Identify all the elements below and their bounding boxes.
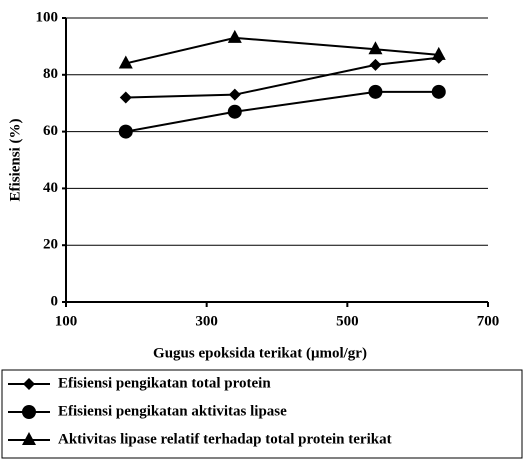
marker [368,41,383,55]
y-tick-label: 40 [43,180,58,196]
x-tick-label: 700 [477,313,500,329]
marker [118,55,133,69]
marker [119,91,132,104]
marker [368,84,383,99]
marker [227,29,242,43]
y-tick-label: 60 [43,123,58,139]
marker [22,432,36,445]
marker [22,405,36,419]
y-tick-label: 100 [36,9,59,25]
legend-label: Efisiensi pengikatan total protein [58,375,271,391]
legend-label: Efisiensi pengikatan aktivitas lipase [58,403,287,419]
x-tick-label: 100 [55,313,78,329]
legend-box [1,369,523,459]
marker [228,88,241,101]
x-tick-label: 300 [195,313,218,329]
y-tick-label: 80 [43,66,58,82]
marker [227,104,242,119]
y-tick-label: 0 [51,293,59,309]
x-tick-label: 500 [336,313,359,329]
marker [23,378,35,390]
y-tick-label: 20 [43,237,58,253]
legend-label: Aktivitas lipase relatif terhadap total … [58,431,392,447]
y-axis-label: Efisiensi (%) [7,119,23,202]
marker [431,84,446,99]
series-line [125,90,439,133]
marker [369,58,382,71]
marker [118,124,133,139]
series-line [125,36,439,65]
marker [431,46,446,60]
series-line [125,56,439,99]
x-axis-label: Gugus epoksida terikat (μmol/gr) [153,345,367,361]
